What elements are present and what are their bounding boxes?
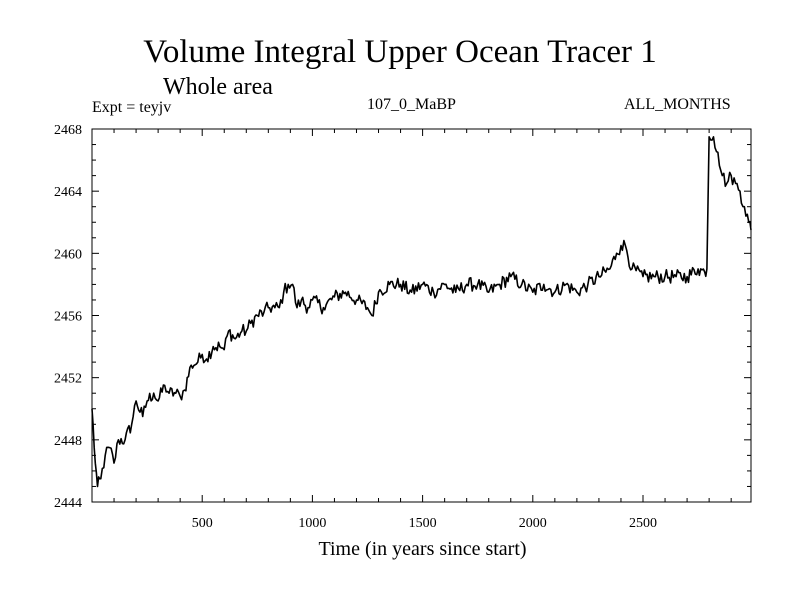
x-axis-label: Time (in years since start) [318, 538, 527, 560]
x-tick-label: 2500 [629, 516, 657, 531]
y-tick-label: 2444 [54, 496, 82, 511]
y-tick-label: 2464 [54, 185, 82, 200]
y-tick-label: 2448 [54, 434, 82, 449]
x-tick-label: 500 [192, 516, 213, 531]
x-tick-label: 1500 [409, 516, 437, 531]
period-label: ALL_MONTHS [624, 96, 731, 113]
plot-frame [91, 128, 752, 503]
y-tick-label: 2460 [54, 247, 82, 262]
series-line-tracer-1 [91, 136, 752, 488]
chart-subtitle: Whole area [163, 74, 273, 100]
experiment-name: 107_0_MaBP [367, 96, 456, 113]
x-tick-label: 2000 [519, 516, 547, 531]
x-tick-label: 1000 [298, 516, 326, 531]
axis-tick-labels: 2444 2448 2452 2456 2460 2464 2468 500 1000 1500 2… [54, 123, 657, 531]
y-tick-label: 2456 [54, 310, 82, 325]
chart-title: Volume Integral Upper Ocean Tracer 1 [143, 34, 657, 70]
experiment-label: Expt = teyjv [92, 99, 172, 116]
y-tick-label: 2468 [54, 123, 82, 138]
y-tick-label: 2452 [54, 372, 82, 387]
axis-ticks [92, 128, 751, 503]
